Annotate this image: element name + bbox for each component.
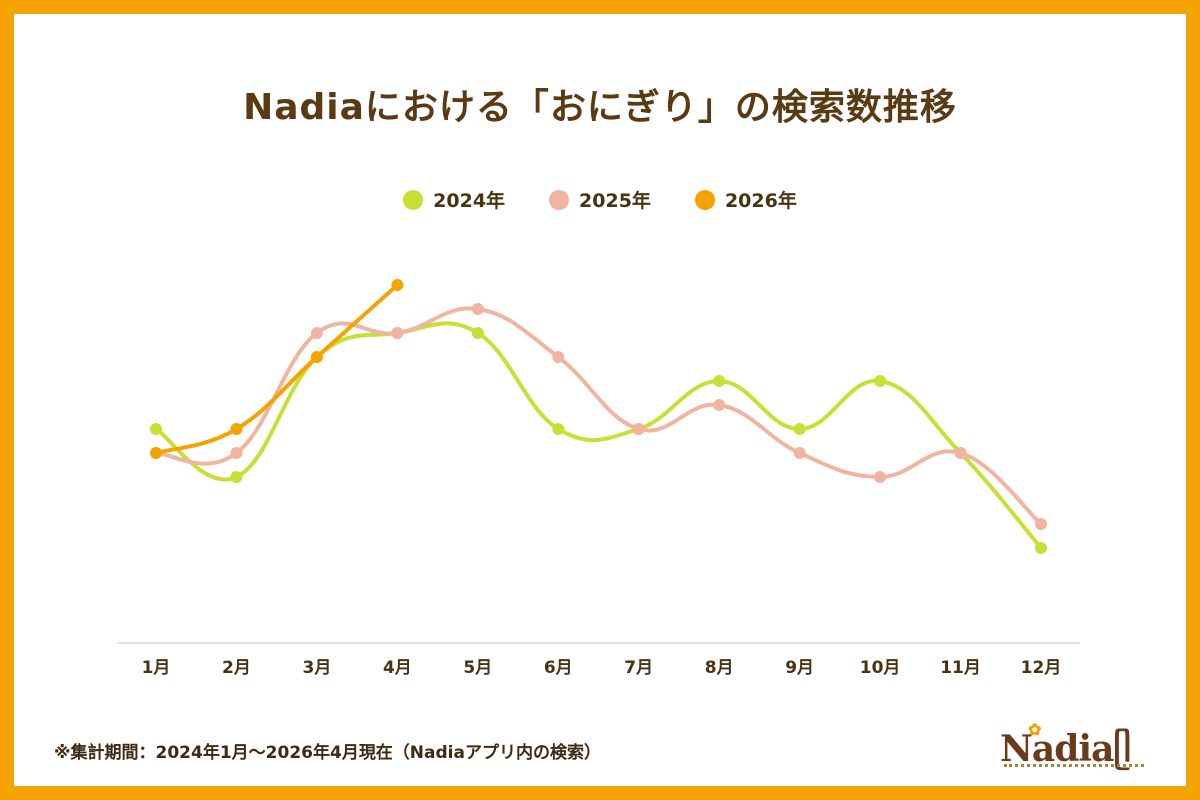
data-point [713, 399, 726, 411]
data-point [150, 423, 162, 435]
legend-swatch-2026 [694, 189, 715, 210]
x-tick-label: 9月 [785, 658, 814, 678]
x-tick-label: 3月 [302, 658, 331, 678]
data-point [391, 279, 404, 291]
x-tick-label: 8月 [705, 658, 734, 678]
footnote: ※集計期間：2024年1月〜2026年4月現在（Nadiaアプリ内の検索） [54, 743, 601, 763]
data-point [1035, 518, 1047, 530]
nadia-logo: Nadiaᥫ ✿ [1000, 720, 1144, 771]
fork-spoon-icon: ᥫ [1113, 728, 1131, 770]
data-point [552, 423, 565, 435]
legend-label: 2025年 [579, 190, 651, 212]
data-point [471, 327, 484, 339]
x-tick-label: 5月 [463, 658, 492, 678]
legend-label: 2026年 [724, 190, 797, 212]
data-point [632, 423, 645, 435]
data-point [793, 447, 806, 459]
chart-title: Nadiaにおける「おにぎり」の検索数推移 [243, 87, 957, 128]
x-tick-label: 1月 [142, 658, 171, 678]
x-tick-label: 11月 [940, 658, 981, 678]
data-point [954, 447, 967, 459]
data-point [471, 303, 484, 315]
data-point [310, 351, 323, 363]
data-point [230, 423, 243, 435]
data-point [874, 375, 887, 387]
x-tick-label: 12月 [1021, 658, 1062, 678]
data-point [874, 471, 887, 483]
data-point [230, 447, 243, 459]
legend-label: 2024年 [433, 190, 506, 212]
flower-icon: ✿ [1028, 720, 1041, 739]
x-tick-label: 2月 [222, 658, 251, 678]
data-point [150, 447, 162, 459]
legend-swatch-2024 [403, 189, 424, 210]
x-tick-label: 4月 [383, 658, 412, 678]
logo-wave [1004, 756, 1144, 767]
logo-text: Nadia [1000, 728, 1114, 770]
data-point [1035, 542, 1047, 554]
x-tick-label: 10月 [860, 658, 901, 678]
data-point [793, 423, 806, 435]
legend-item: 2024年 [403, 186, 505, 213]
series-line-2025年 [154, 306, 1043, 526]
data-point [713, 375, 726, 387]
data-point [230, 471, 243, 483]
data-point [552, 351, 565, 363]
series-line-2024年 [154, 321, 1043, 550]
data-point [391, 327, 404, 339]
legend-item: 2025年 [549, 186, 651, 213]
legend: 2024年 2025年 2026年 [0, 186, 1200, 213]
data-point [310, 327, 323, 339]
series-line-2026年 [154, 283, 400, 455]
legend-swatch-2025 [549, 189, 570, 210]
x-tick-label: 7月 [624, 658, 653, 678]
x-tick-label: 6月 [544, 658, 573, 678]
legend-item: 2026年 [694, 186, 797, 213]
